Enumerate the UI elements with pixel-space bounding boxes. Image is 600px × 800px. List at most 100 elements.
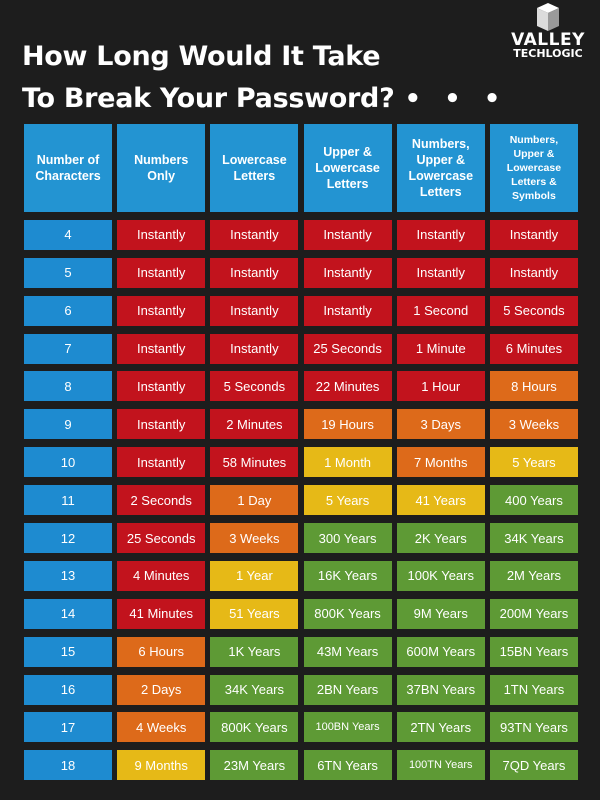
- crack-time-cell: 2K Years: [396, 523, 485, 554]
- header-lowercase-letters: Lowercase Letters: [210, 124, 299, 212]
- crack-time-cell: Instantly: [117, 371, 206, 402]
- crack-time-cell: 43M Years: [303, 636, 392, 667]
- crack-time-cell: 58 Minutes: [210, 447, 299, 478]
- crack-time-cell: 16K Years: [303, 560, 392, 591]
- crack-time-cell: 1K Years: [210, 636, 299, 667]
- valley-techlogic-logo: VALLEY TECHLOGIC: [500, 2, 596, 60]
- character-count-cell: 9: [24, 409, 112, 440]
- crack-time-cell: 3 Weeks: [489, 409, 578, 440]
- crack-time-cell: 25 Seconds: [117, 523, 206, 554]
- crack-time-cell: 1 Day: [210, 485, 299, 516]
- cube-logo-icon: [537, 3, 559, 31]
- crack-time-cell: 800K Years: [210, 712, 299, 743]
- crack-time-cell: 2M Years: [489, 560, 578, 591]
- crack-time-cell: 600M Years: [396, 636, 485, 667]
- title-dots: • • •: [404, 84, 508, 114]
- crack-time-cell: 5 Seconds: [489, 295, 578, 326]
- crack-time-cell: 1 Hour: [396, 371, 485, 402]
- character-count-cell: 7: [24, 333, 112, 364]
- crack-time-cell: Instantly: [117, 409, 206, 440]
- header-number-of-characters: Number of Characters: [24, 124, 112, 212]
- crack-time-cell: Instantly: [210, 295, 299, 326]
- crack-time-cell: 300 Years: [303, 523, 392, 554]
- crack-time-cell: 800K Years: [303, 598, 392, 629]
- crack-time-cell: Instantly: [117, 447, 206, 478]
- crack-time-cell: Instantly: [489, 219, 578, 250]
- crack-time-cell: 200M Years: [489, 598, 578, 629]
- crack-time-cell: 8 Hours: [489, 371, 578, 402]
- character-count-cell: 11: [24, 485, 112, 516]
- crack-time-cell: 2 Days: [117, 674, 206, 705]
- crack-time-cell: 100BN Years: [303, 712, 392, 743]
- crack-time-cell: 1TN Years: [489, 674, 578, 705]
- crack-time-cell: Instantly: [210, 257, 299, 288]
- crack-time-cell: Instantly: [489, 257, 578, 288]
- crack-time-cell: 1 Month: [303, 447, 392, 478]
- crack-time-cell: 3 Days: [396, 409, 485, 440]
- page-title: How Long Would It Take To Break Your Pas…: [22, 36, 507, 120]
- crack-time-cell: 1 Year: [210, 560, 299, 591]
- crack-time-cell: Instantly: [396, 257, 485, 288]
- header-numbers-upper-lowercase: Numbers, Upper & Lowercase Letters: [396, 124, 485, 212]
- crack-time-cell: Instantly: [303, 219, 392, 250]
- crack-time-cell: 15BN Years: [489, 636, 578, 667]
- crack-time-cell: Instantly: [210, 333, 299, 364]
- logo-line-2: TECHLOGIC: [513, 47, 583, 60]
- crack-time-cell: 2 Minutes: [210, 409, 299, 440]
- crack-time-cell: 6 Minutes: [489, 333, 578, 364]
- crack-time-cell: 41 Years: [396, 485, 485, 516]
- crack-time-cell: Instantly: [117, 257, 206, 288]
- crack-time-cell: 9M Years: [396, 598, 485, 629]
- character-count-cell: 4: [24, 219, 112, 250]
- crack-time-cell: 37BN Years: [396, 674, 485, 705]
- header-numbers-only: Numbers Only: [117, 124, 206, 212]
- crack-time-cell: Instantly: [117, 219, 206, 250]
- crack-time-cell: 25 Seconds: [303, 333, 392, 364]
- crack-time-cell: 41 Minutes: [117, 598, 206, 629]
- character-count-cell: 17: [24, 712, 112, 743]
- character-count-cell: 14: [24, 598, 112, 629]
- crack-time-cell: 1 Minute: [396, 333, 485, 364]
- character-count-cell: 6: [24, 295, 112, 326]
- crack-time-cell: 6 Hours: [117, 636, 206, 667]
- character-count-cell: 13: [24, 560, 112, 591]
- crack-time-cell: 51 Years: [210, 598, 299, 629]
- crack-time-cell: 4 Weeks: [117, 712, 206, 743]
- password-crack-time-table: Number of Characters Numbers Only Lowerc…: [24, 124, 578, 781]
- crack-time-cell: 2 Seconds: [117, 485, 206, 516]
- character-count-cell: 18: [24, 750, 112, 781]
- crack-time-cell: Instantly: [210, 219, 299, 250]
- crack-time-cell: 7QD Years: [489, 750, 578, 781]
- crack-time-cell: 22 Minutes: [303, 371, 392, 402]
- header-numbers-upper-lowercase-symbols: Numbers, Upper & Lowercase Letters & Sym…: [489, 124, 578, 212]
- character-count-cell: 16: [24, 674, 112, 705]
- crack-time-cell: 93TN Years: [489, 712, 578, 743]
- crack-time-cell: Instantly: [117, 295, 206, 326]
- logo-line-1: VALLEY: [511, 30, 585, 50]
- character-count-cell: 5: [24, 257, 112, 288]
- character-count-cell: 8: [24, 371, 112, 402]
- title-line-1: How Long Would It Take: [22, 41, 381, 72]
- crack-time-cell: Instantly: [117, 333, 206, 364]
- crack-time-cell: 5 Seconds: [210, 371, 299, 402]
- character-count-cell: 10: [24, 447, 112, 478]
- crack-time-cell: Instantly: [396, 219, 485, 250]
- crack-time-cell: 100TN Years: [396, 750, 485, 781]
- crack-time-cell: 2BN Years: [303, 674, 392, 705]
- crack-time-cell: 9 Months: [117, 750, 206, 781]
- crack-time-cell: 1 Second: [396, 295, 485, 326]
- crack-time-cell: 5 Years: [489, 447, 578, 478]
- crack-time-cell: 4 Minutes: [117, 560, 206, 591]
- crack-time-cell: 5 Years: [303, 485, 392, 516]
- crack-time-cell: 2TN Years: [396, 712, 485, 743]
- character-count-cell: 12: [24, 523, 112, 554]
- crack-time-cell: 34K Years: [210, 674, 299, 705]
- crack-time-cell: 100K Years: [396, 560, 485, 591]
- crack-time-cell: 6TN Years: [303, 750, 392, 781]
- crack-time-cell: Instantly: [303, 295, 392, 326]
- crack-time-cell: 3 Weeks: [210, 523, 299, 554]
- character-count-cell: 15: [24, 636, 112, 667]
- crack-time-cell: 23M Years: [210, 750, 299, 781]
- crack-time-cell: 400 Years: [489, 485, 578, 516]
- crack-time-cell: Instantly: [303, 257, 392, 288]
